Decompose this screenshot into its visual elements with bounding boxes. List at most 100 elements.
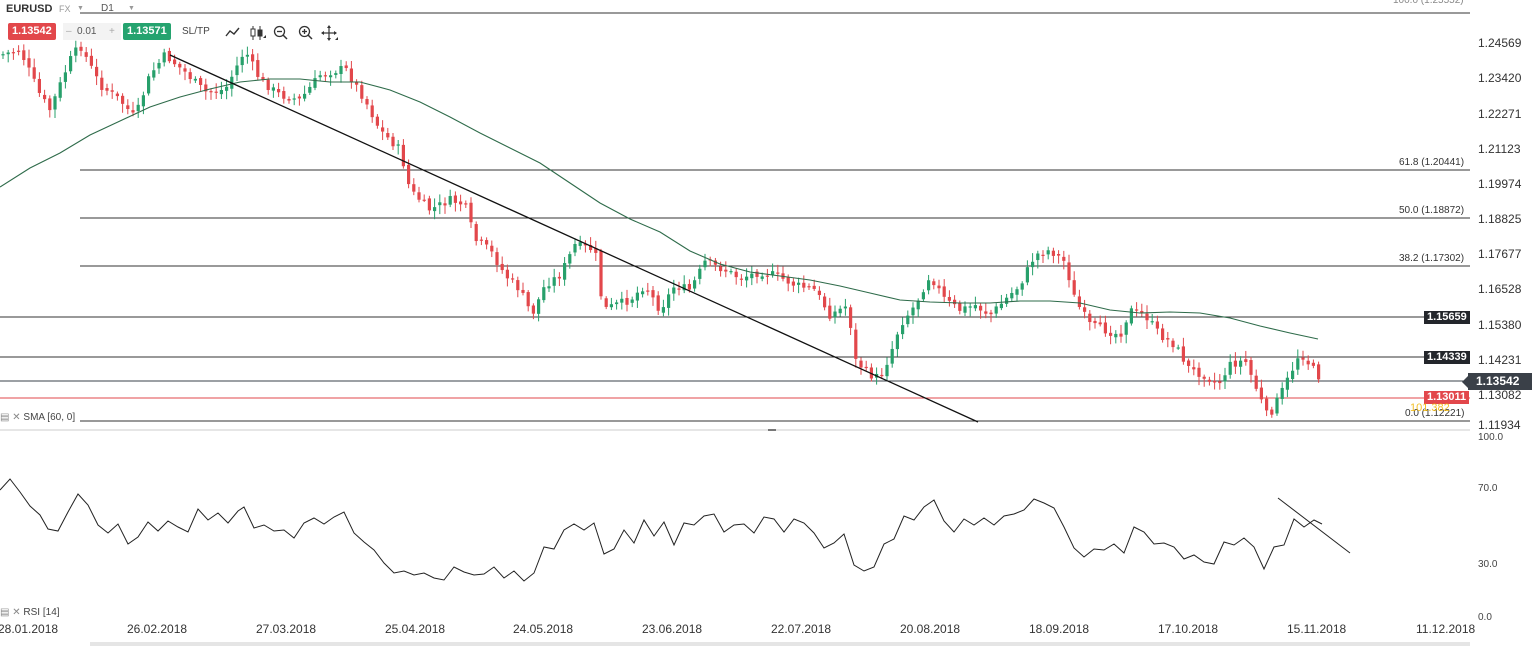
instrument-type-caret-icon[interactable]: ▼ bbox=[77, 5, 84, 12]
candle-body bbox=[214, 91, 218, 93]
candle-body bbox=[74, 47, 78, 56]
rsi-line[interactable] bbox=[0, 478, 1323, 582]
quantity-stepper[interactable]: – 0.01 + bbox=[63, 23, 121, 40]
candle-body bbox=[1202, 376, 1206, 379]
candle-body bbox=[115, 93, 119, 97]
candle-body bbox=[292, 98, 296, 100]
price-axis-label: 1.14231 bbox=[1478, 353, 1522, 367]
candle-body bbox=[505, 269, 509, 279]
candle-body bbox=[1025, 267, 1029, 283]
rsi-indicator-label[interactable]: ▤ ✕ RSI [14] bbox=[0, 607, 60, 618]
candle-body bbox=[22, 50, 26, 60]
candle-body bbox=[370, 105, 374, 118]
candle-body bbox=[27, 58, 31, 68]
candle-body bbox=[1, 54, 5, 56]
candle-body bbox=[1088, 313, 1092, 323]
candle-body bbox=[448, 196, 452, 205]
candle-body bbox=[885, 364, 889, 377]
candle-body bbox=[672, 287, 676, 294]
candle-body bbox=[162, 52, 166, 63]
candle-body bbox=[121, 95, 125, 104]
sma-indicator-label[interactable]: ▤ ✕ SMA [60, 0] bbox=[0, 412, 76, 423]
candle-body bbox=[1041, 254, 1045, 256]
candle-body bbox=[89, 55, 93, 66]
candle-body bbox=[968, 306, 972, 308]
candle-body bbox=[677, 288, 681, 290]
candle-body bbox=[833, 311, 837, 318]
time-axis-label: 26.02.2018 bbox=[127, 622, 188, 636]
level-tag-1[interactable]: 1.15659 bbox=[1424, 311, 1470, 324]
fib-label-100: 100.0 (1.25552) bbox=[1393, 0, 1464, 6]
candle-body bbox=[651, 290, 655, 298]
timeframe-caret-icon[interactable]: ▼ bbox=[128, 5, 135, 12]
price-axis-label: 1.16528 bbox=[1478, 282, 1522, 296]
level-tag-2[interactable]: 1.14339 bbox=[1424, 351, 1470, 364]
pan-crosshair-icon[interactable] bbox=[320, 24, 338, 42]
candle-body bbox=[297, 96, 301, 99]
candle-body bbox=[1150, 321, 1154, 323]
candle-body bbox=[349, 68, 353, 82]
candle-body bbox=[703, 260, 707, 268]
candle-body bbox=[542, 287, 546, 301]
line-chart-type-icon[interactable] bbox=[224, 24, 242, 42]
rsi-trend-line[interactable] bbox=[1277, 497, 1351, 554]
candle-body bbox=[323, 75, 327, 77]
order-level-tag[interactable]: 1.13011 bbox=[1424, 391, 1470, 404]
close-icon[interactable]: ✕ bbox=[12, 607, 21, 618]
candle-body bbox=[1067, 262, 1071, 281]
candle-body bbox=[1187, 360, 1191, 366]
candle-body bbox=[6, 52, 10, 55]
zoom-in-icon[interactable] bbox=[297, 24, 315, 42]
fib-label-61-8: 61.8 (1.20441) bbox=[1399, 157, 1465, 168]
candle-body bbox=[937, 285, 941, 289]
candle-body bbox=[557, 276, 561, 279]
price-axis-label: 1.21123 bbox=[1478, 142, 1521, 156]
buy-price-button[interactable]: 1.13571 bbox=[123, 23, 171, 40]
candle-body bbox=[609, 304, 613, 308]
candle-body bbox=[828, 305, 832, 319]
candle-body bbox=[459, 201, 463, 205]
settings-icon[interactable]: ▤ bbox=[0, 607, 10, 618]
timeframe-selector[interactable]: D1 bbox=[101, 3, 114, 14]
symbol-label[interactable]: EURUSD bbox=[6, 3, 53, 15]
candle-body bbox=[58, 82, 62, 98]
candle-body bbox=[173, 59, 177, 65]
candle-body bbox=[43, 94, 47, 100]
candle-body bbox=[17, 50, 21, 52]
candle-body bbox=[1259, 387, 1263, 400]
candle-body bbox=[563, 263, 567, 280]
close-icon[interactable]: ✕ bbox=[12, 412, 21, 423]
candle-body bbox=[547, 286, 551, 289]
candle-body bbox=[271, 87, 275, 91]
candlestick-type-icon[interactable] bbox=[248, 24, 266, 42]
time-axis-label: 22.07.2018 bbox=[771, 622, 832, 636]
sell-price-button[interactable]: 1.13542 bbox=[8, 23, 56, 40]
candle-body bbox=[266, 79, 270, 91]
sma-60-line[interactable] bbox=[0, 78, 1319, 340]
candle-body bbox=[11, 52, 15, 54]
candle-body bbox=[209, 91, 213, 93]
downtrend-line[interactable] bbox=[169, 54, 979, 423]
candle-body bbox=[511, 278, 515, 280]
candle-body bbox=[1176, 347, 1180, 349]
candle-body bbox=[1051, 250, 1055, 256]
sl-tp-button[interactable]: SL/TP bbox=[182, 26, 210, 37]
settings-icon[interactable]: ▤ bbox=[0, 412, 10, 423]
current-price-pointer-icon bbox=[1462, 376, 1468, 388]
candle-body bbox=[1275, 397, 1279, 414]
zoom-out-icon[interactable] bbox=[272, 24, 290, 42]
candle-body bbox=[1244, 359, 1248, 363]
candle-body bbox=[760, 276, 764, 279]
quantity-increase-button[interactable]: + bbox=[109, 26, 115, 37]
candle-body bbox=[136, 104, 140, 112]
quantity-value[interactable]: 0.01 bbox=[77, 26, 97, 37]
quantity-decrease-button[interactable]: – bbox=[66, 26, 72, 37]
candle-body bbox=[1239, 360, 1243, 367]
candle-body bbox=[453, 195, 457, 203]
candle-body bbox=[1207, 379, 1211, 382]
candle-body bbox=[734, 271, 738, 278]
candle-body bbox=[1098, 322, 1102, 325]
candle-body bbox=[807, 286, 811, 288]
time-axis-label: 18.09.2018 bbox=[1029, 622, 1090, 636]
